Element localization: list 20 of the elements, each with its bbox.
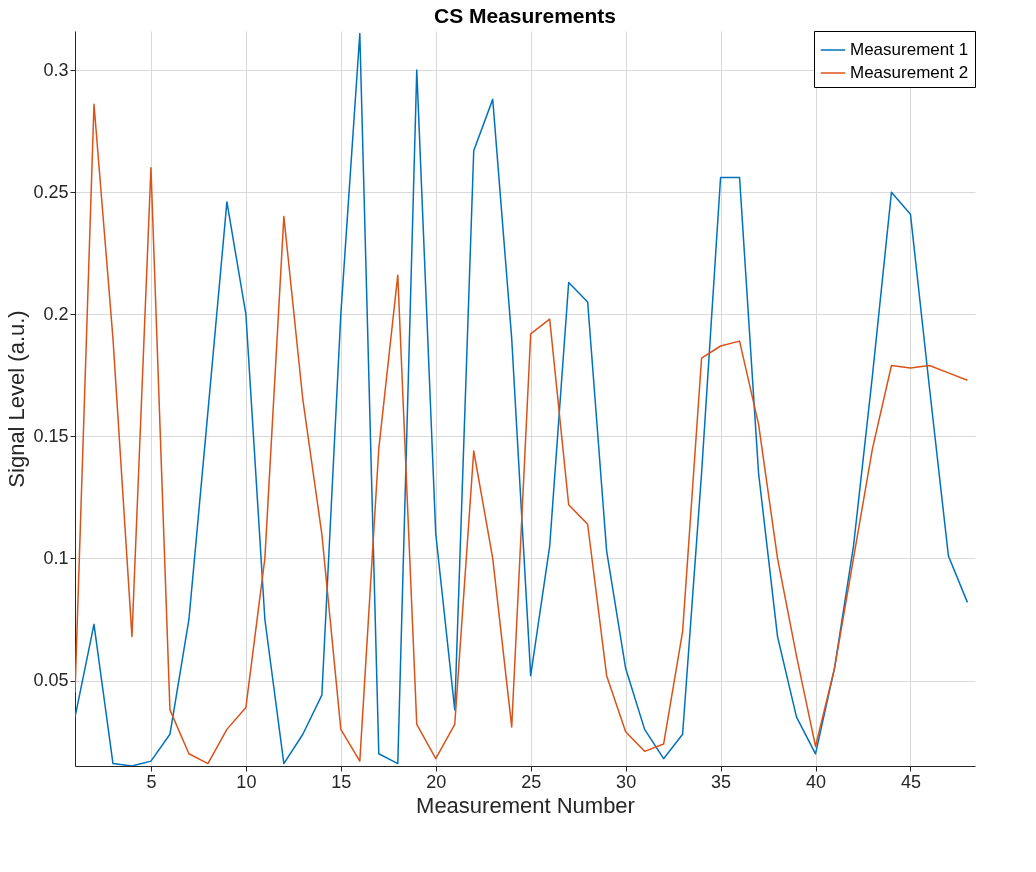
legend-label: Measurement 1 xyxy=(850,40,969,59)
y-tick-label: 0.15 xyxy=(33,425,69,446)
x-tick-label: 20 xyxy=(426,771,447,792)
x-axis-title: Measurement Number xyxy=(416,792,635,818)
x-tick-label: 30 xyxy=(616,771,637,792)
x-tick-label: 40 xyxy=(805,771,827,792)
x-tick-label: 15 xyxy=(331,771,352,792)
y-tick-label: 0.1 xyxy=(43,547,69,568)
y-tick-label: 0.3 xyxy=(43,59,69,80)
x-tick-label: 35 xyxy=(711,771,732,792)
x-tick-label: 10 xyxy=(236,771,257,792)
x-tick-label: 25 xyxy=(521,771,542,792)
chart-title: CS Measurements xyxy=(433,3,617,27)
legend-label: Measurement 2 xyxy=(850,63,969,82)
x-tick-label: 5 xyxy=(146,771,157,792)
x-tick-label: 45 xyxy=(900,771,921,792)
y-tick-label: 0.2 xyxy=(43,303,69,324)
y-tick-label: 0.25 xyxy=(33,181,69,202)
y-tick-label: 0.05 xyxy=(33,670,69,691)
y-axis-title: Signal Level (a.u.) xyxy=(4,310,30,488)
